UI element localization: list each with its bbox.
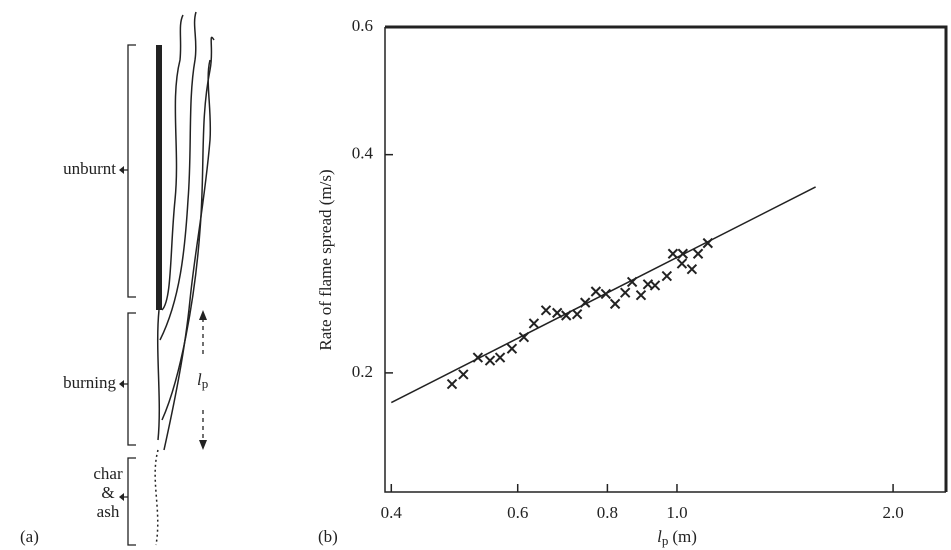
fit-line <box>390 186 816 404</box>
label: & <box>101 483 114 502</box>
symbol: l <box>197 370 202 389</box>
label: ash <box>97 502 120 521</box>
axes <box>384 27 946 493</box>
subscript: p <box>202 376 209 391</box>
x-tick-label: 0.8 <box>597 503 618 522</box>
x-tick-label: 0.6 <box>507 503 528 522</box>
point <box>609 298 621 310</box>
y-tick-label: 0.4 <box>352 144 374 163</box>
panel-label: (a) <box>20 527 39 546</box>
point <box>686 264 698 275</box>
pointer <box>119 380 124 388</box>
bracket <box>124 44 136 298</box>
x-tick-label: 2.0 <box>882 503 903 522</box>
flame-edge <box>163 59 212 451</box>
fuel-bar <box>156 45 162 310</box>
label: char <box>93 464 123 483</box>
y-axis-label: Rate of flame spread (m/s) <box>316 169 335 350</box>
symbol: l <box>657 527 662 546</box>
point <box>540 305 552 316</box>
point <box>619 287 631 298</box>
frame <box>385 25 948 492</box>
label: unburnt <box>63 159 116 178</box>
subscript: p <box>662 533 669 548</box>
flame-edge <box>161 14 184 311</box>
point <box>661 270 673 282</box>
point <box>635 289 647 301</box>
char-trace <box>154 449 159 546</box>
point <box>676 258 688 269</box>
point <box>484 355 496 366</box>
flame-diagram: unburnt burning char & ash lp (a) <box>20 11 215 546</box>
lp-label: lp <box>197 370 208 391</box>
y-tick-label: 0.2 <box>352 362 373 381</box>
x-axis-label: lp (m) <box>657 527 697 548</box>
x-tick-label: 0.4 <box>381 503 403 522</box>
point <box>494 352 506 363</box>
pointer <box>119 493 124 501</box>
label: burning <box>63 373 116 392</box>
point <box>458 369 469 380</box>
bracket <box>124 457 136 546</box>
point <box>692 248 704 259</box>
point <box>551 307 563 319</box>
panel-label: (b) <box>318 527 338 546</box>
flame-edge <box>159 11 197 341</box>
y-tick-label: 0.6 <box>352 16 373 35</box>
pointer <box>119 166 124 174</box>
point <box>528 318 540 329</box>
unit: (m) <box>672 527 697 546</box>
point <box>571 308 583 320</box>
point <box>590 286 602 297</box>
bracket <box>124 312 136 446</box>
point <box>446 378 458 390</box>
point <box>506 343 518 354</box>
point <box>649 280 661 291</box>
x-tick-label: 1.0 <box>666 503 687 522</box>
flame-edge <box>161 36 215 421</box>
flame-edge <box>156 309 161 441</box>
point <box>667 248 679 259</box>
